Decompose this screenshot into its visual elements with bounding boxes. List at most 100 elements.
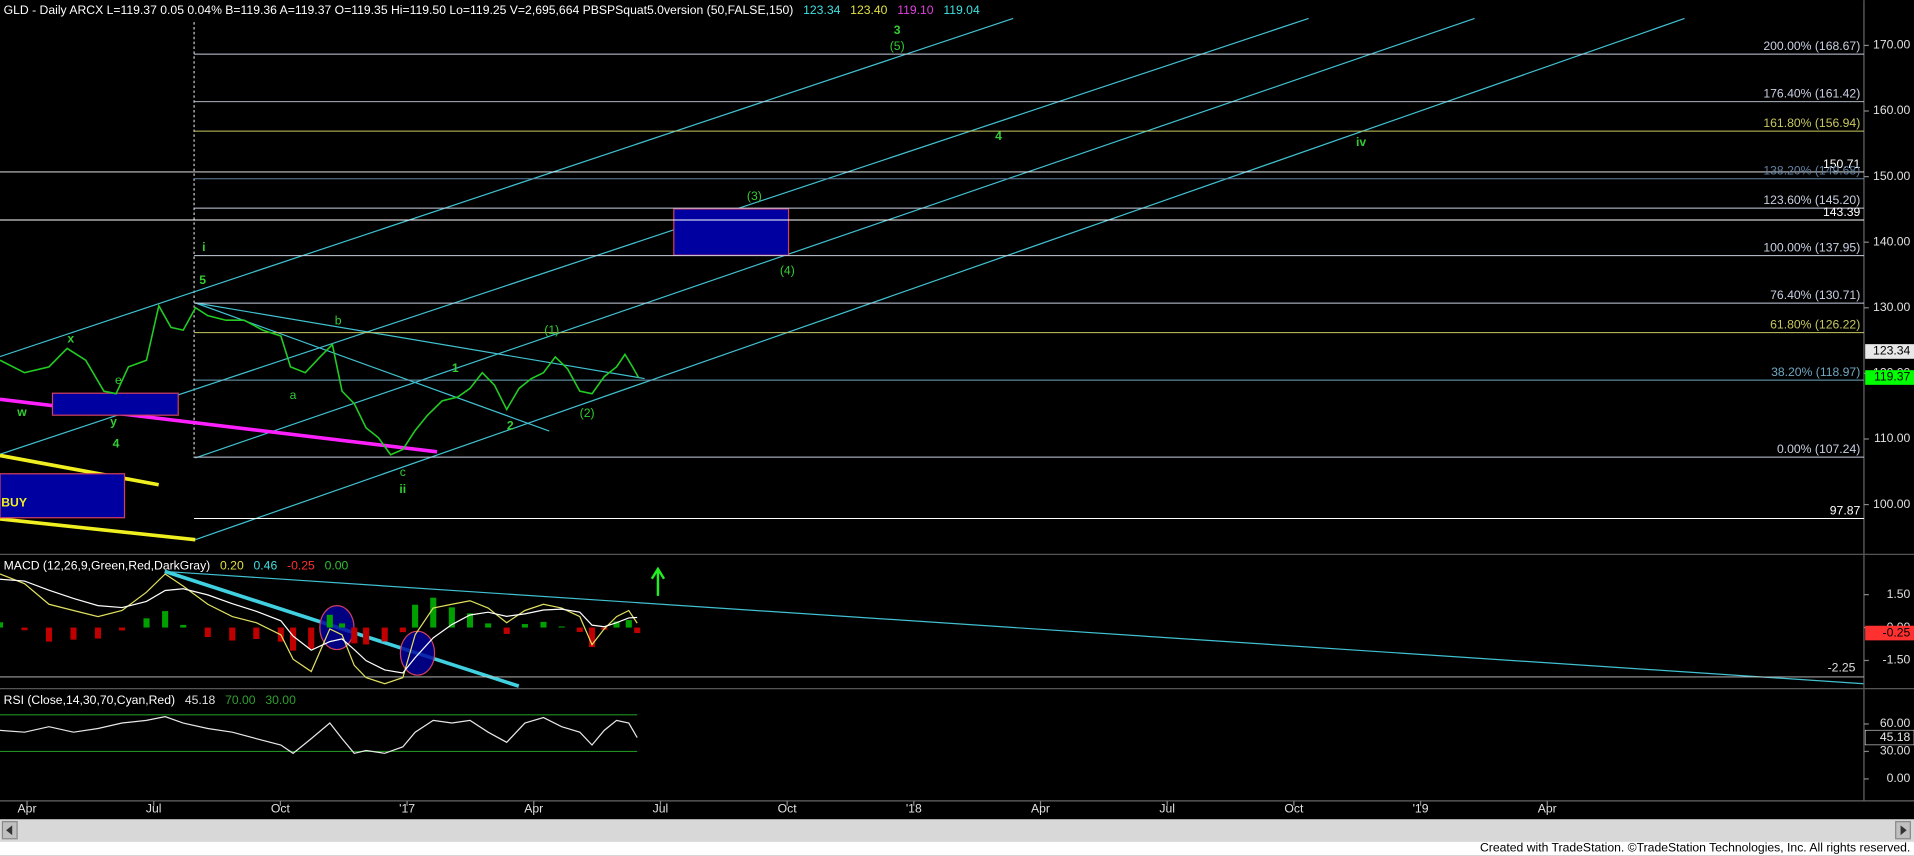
- x-tick-label: Apr: [18, 802, 37, 816]
- highlight-ellipse: [319, 604, 355, 651]
- header-value: 119.10: [897, 3, 934, 17]
- wave-label: ii: [399, 482, 406, 496]
- wave-label: (3): [747, 189, 762, 203]
- histogram-bar: [430, 597, 437, 628]
- drawings: [0, 0, 1914, 802]
- pane-header: MACD (12,26,9,Green,Red,DarkGray) 0.20 0.4…: [4, 559, 349, 573]
- wave-label: e: [115, 373, 122, 387]
- x-tick-label: '17: [399, 802, 415, 816]
- histogram-bar: [466, 613, 474, 628]
- histogram-bar: [485, 623, 492, 628]
- header-value: 0.46: [254, 559, 278, 573]
- y-tick-label: 60.00: [1880, 716, 1911, 730]
- header-value: 70.00: [225, 693, 256, 707]
- histogram-bar: [503, 627, 510, 634]
- up-arrow: [650, 566, 666, 596]
- trend-line: [0, 453, 160, 487]
- fib-label: 138.20% (149.68): [1763, 164, 1860, 178]
- y-tick-label: 0.00: [1887, 771, 1911, 785]
- x-tick-label: Jul: [1159, 802, 1175, 816]
- y-tick-label: 170.00: [1873, 38, 1910, 52]
- x-tick-label: Oct: [271, 802, 291, 816]
- fib-label: 0.00% (107.24): [1777, 442, 1860, 456]
- wave-label: 5: [199, 273, 206, 287]
- histogram-bar: [540, 621, 547, 628]
- price-line: [0, 303, 640, 456]
- wave-label: 2: [507, 418, 514, 432]
- histogram-bar: [143, 618, 150, 628]
- wave-label: 4: [113, 437, 120, 451]
- histogram-bar: [204, 627, 211, 637]
- channel-line: [195, 17, 1685, 541]
- channel-line: [0, 17, 1309, 455]
- trend-line: [195, 302, 645, 380]
- fib-label: 38.20% (118.97): [1771, 365, 1860, 379]
- fib-label: 143.39: [1823, 205, 1860, 219]
- x-tick-label: Jul: [653, 802, 669, 816]
- price-marker-label: 123.34: [1873, 344, 1910, 358]
- histogram-bar: [381, 627, 388, 642]
- macd-marker: [1865, 625, 1914, 641]
- histogram-bar: [229, 627, 236, 641]
- histogram-bar: [625, 620, 632, 628]
- histogram-bar: [412, 604, 419, 628]
- x-tick-label: '18: [906, 802, 922, 816]
- wave-label: (1): [544, 323, 559, 337]
- rsi-marker: [1864, 729, 1914, 746]
- pane-title: RSI (Close,14,30,70,Cyan,Red): [4, 693, 175, 707]
- y-tick-label: 150.00: [1873, 169, 1910, 183]
- header-value: 45.18: [185, 693, 216, 707]
- rsi-marker-label: 45.18: [1880, 730, 1911, 744]
- histogram-bar: [0, 622, 4, 628]
- fib-label: 176.40% (161.42): [1763, 87, 1860, 101]
- rsi-line: [0, 716, 638, 755]
- scrollbar[interactable]: [0, 819, 1914, 842]
- target-box: [673, 208, 790, 256]
- histogram-bar: [576, 627, 583, 632]
- histogram-bar: [448, 607, 455, 628]
- y-tick-label: 100.00: [1873, 497, 1910, 511]
- histogram-bar: [118, 627, 126, 631]
- header-value: 0.20: [220, 559, 244, 573]
- y-tick-label: 1.50: [1887, 587, 1911, 601]
- wave-label: i: [202, 240, 205, 254]
- header-value: 0.00: [325, 559, 349, 573]
- histogram-bar: [162, 611, 169, 628]
- pane-header: RSI (Close,14,30,70,Cyan,Red) 45.18 70.00 3…: [4, 693, 296, 707]
- header-value: 119.04: [943, 3, 980, 17]
- wave-label: c: [400, 465, 406, 479]
- x-tick-label: Oct: [778, 802, 798, 816]
- wave-label: (2): [580, 406, 595, 420]
- wave-label: a: [290, 388, 297, 402]
- footer: Created with TradeStation. ©TradeStation…: [1480, 841, 1910, 855]
- scrollbar-track[interactable]: [0, 819, 1914, 842]
- y-tick-label: -1.50: [1883, 653, 1911, 667]
- x-tick-label: Apr: [524, 802, 543, 816]
- histogram-bar: [613, 621, 620, 628]
- channel-line: [0, 17, 1014, 358]
- x-tick-label: Apr: [1031, 802, 1050, 816]
- macd-trend-line: [164, 570, 1864, 685]
- wave-label: (5): [890, 39, 905, 53]
- fib-label: 97.87: [1830, 503, 1861, 517]
- histogram-bar: [308, 627, 315, 649]
- macd-line: [0, 578, 638, 674]
- histogram-bar: [399, 627, 406, 633]
- buy-label: BUY: [1, 495, 27, 509]
- price-marker: [1865, 370, 1914, 385]
- header-value: -0.25: [287, 559, 315, 573]
- histogram-bar: [363, 627, 370, 645]
- histogram-bar: [94, 627, 102, 639]
- footer-bar: [0, 841, 1914, 856]
- fib-label: 76.40% (130.71): [1770, 288, 1860, 302]
- header-value: 123.34: [803, 3, 840, 17]
- x-tick-label: Apr: [1538, 802, 1557, 816]
- macd-level-label: -2.25: [1828, 661, 1856, 675]
- wave-label: w: [16, 405, 27, 419]
- fib-label: 123.60% (145.20): [1763, 193, 1860, 207]
- histogram-bar: [338, 623, 346, 628]
- x-tick-label: Oct: [1284, 802, 1304, 816]
- trend-line: [195, 302, 550, 432]
